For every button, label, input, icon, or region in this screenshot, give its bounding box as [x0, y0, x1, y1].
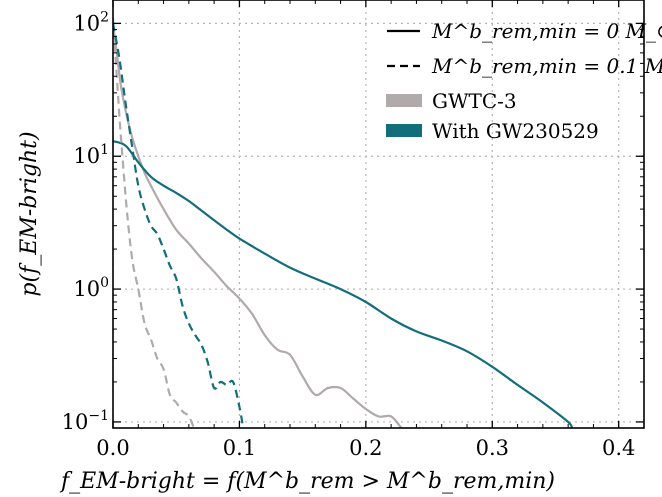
- y-axis-label: p(f_EM-bright): [17, 131, 42, 296]
- legend-label: M^b_rem,min = 0.1 M_⊙: [431, 54, 662, 78]
- x-tick-label: 0.2: [349, 436, 382, 460]
- legend-swatch: [386, 94, 422, 107]
- y-tick-label: 101: [73, 142, 109, 168]
- y-tick-label: 100: [73, 275, 109, 301]
- legend: M^b_rem,min = 0 M_⊙ M^b_rem,min = 0.1 M_⊙…: [386, 19, 662, 143]
- x-tick-label: 0.3: [476, 436, 509, 460]
- series-layer: [113, 17, 573, 428]
- x-tick-labels: 0.0 0.1 0.2 0.3 0.4: [96, 436, 635, 460]
- legend-label: GWTC-3: [432, 89, 517, 113]
- x-tick-label: 0.0: [96, 436, 129, 460]
- grid: [112, 0, 644, 428]
- series-line-0: [113, 23, 403, 428]
- y-tick-labels: 10−1 100 101 102: [62, 9, 109, 434]
- plot-frame: [112, 0, 645, 429]
- x-tick-label: 0.4: [602, 436, 635, 460]
- legend-label: M^b_rem,min = 0 M_⊙: [431, 19, 662, 43]
- legend-label: With GW230529: [432, 119, 599, 143]
- x-tick-label: 0.1: [223, 436, 256, 460]
- series-line-2: [113, 17, 195, 428]
- x-axis-label-text: f_EM-bright = f(M^b_rem > M^b_rem,min): [59, 469, 555, 494]
- ticks: [112, 0, 644, 428]
- y-axis-label-text: p(f_EM-bright): [17, 131, 42, 296]
- y-tick-label: 10−1: [62, 408, 109, 434]
- legend-swatch: [386, 124, 422, 137]
- y-tick-label: 102: [73, 9, 109, 35]
- x-axis-label: f_EM-bright = f(M^b_rem > M^b_rem,min): [59, 469, 555, 494]
- series-line-1: [113, 140, 573, 428]
- series-line-3: [113, 23, 245, 428]
